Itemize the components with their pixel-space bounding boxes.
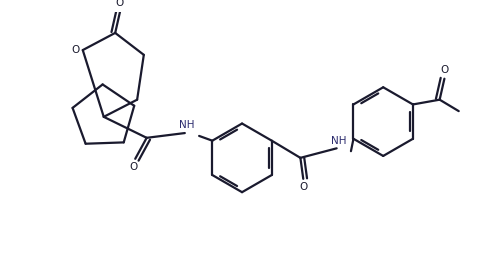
Text: O: O	[299, 182, 307, 192]
Text: O: O	[440, 65, 449, 75]
Text: NH: NH	[179, 120, 194, 131]
Text: O: O	[71, 45, 79, 55]
Text: O: O	[116, 0, 124, 8]
Text: NH: NH	[331, 136, 347, 146]
Text: O: O	[129, 162, 138, 172]
